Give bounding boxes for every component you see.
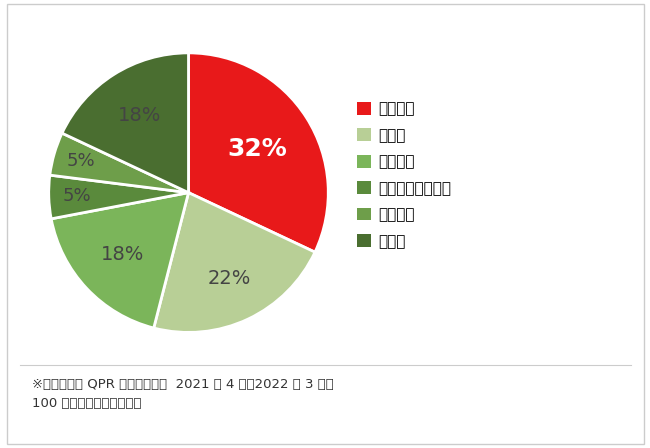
Text: 5%: 5% (67, 152, 96, 170)
Legend: パクチー, バジル, ルッコラ, イタリアンパセリ, クレゾン, その他: パクチー, バジル, ルッコラ, イタリアンパセリ, クレゾン, その他 (351, 95, 458, 255)
Wedge shape (154, 193, 315, 332)
Text: 5%: 5% (62, 187, 91, 205)
Wedge shape (49, 175, 188, 219)
Text: 22%: 22% (207, 269, 251, 288)
Wedge shape (62, 53, 188, 193)
Wedge shape (50, 133, 188, 193)
Text: 18%: 18% (101, 246, 144, 264)
Wedge shape (188, 53, 328, 252)
Text: 18%: 18% (118, 107, 161, 125)
Wedge shape (51, 193, 188, 328)
Text: ※マクロミル QPR ハーブ類市場  2021 年 4 月～2022 年 3 月、
100 人あたり購入金額指数: ※マクロミル QPR ハーブ類市場 2021 年 4 月～2022 年 3 月、… (32, 378, 334, 410)
Text: 32%: 32% (227, 137, 287, 161)
